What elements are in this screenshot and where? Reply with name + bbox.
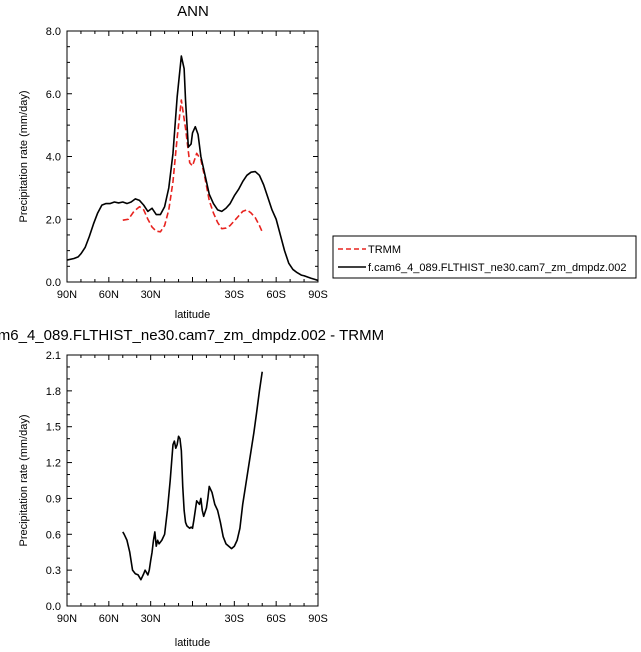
bottom-chart-panel: cam6_4_089.FLTHIST_ne30.cam7_zm_dmpdz.00… — [0, 327, 384, 649]
y-axis-label: Precipitation rate (mm/day) — [18, 90, 30, 222]
top-chart-panel: ANN 90N 60N 30N 30S 60S 90S 0.0 2.0 4.0 6.0 8.0 la… — [18, 3, 328, 321]
x-tick-label: 30S — [225, 289, 245, 301]
x-axis-label: latitude — [175, 637, 210, 649]
series-line — [66, 55, 319, 282]
axes-layer: 90N 60N 30N 30S 60S 90S 0.0 0.3 0.6 0.9 1.2 1.5 1.8 2… — [46, 350, 328, 625]
x-tick-label: 30N — [141, 613, 161, 625]
y-tick-label: 0.0 — [46, 277, 61, 289]
y-tick-label: 0.0 — [46, 601, 61, 613]
y-tick-label: 1.2 — [46, 458, 61, 470]
y-tick-label: 2.0 — [46, 214, 61, 226]
y-tick-label: 4.0 — [46, 152, 61, 164]
axes-layer: 90N 60N 30N 30S 60S 90S 0.0 2.0 4.0 6.0 8.0 — [46, 26, 328, 301]
x-tick-label: 90S — [308, 613, 328, 625]
y-tick-label: 8.0 — [46, 26, 61, 38]
x-axis-label: latitude — [175, 309, 210, 321]
legend-label: f.cam6_4_089.FLTHIST_ne30.cam7_zm_dmpdz.… — [368, 262, 626, 274]
x-tick-label: 30N — [141, 289, 161, 301]
x-tick-label: 90N — [57, 613, 77, 625]
x-tick-label: 60S — [266, 289, 286, 301]
plot-frame — [66, 30, 319, 283]
x-tick-label: 90N — [57, 289, 77, 301]
x-tick-label: 60S — [266, 613, 286, 625]
series-layer — [122, 371, 264, 581]
y-tick-label: 1.5 — [46, 422, 61, 434]
chart-title: cam6_4_089.FLTHIST_ne30.cam7_zm_dmpdz.00… — [0, 327, 384, 344]
x-tick-label: 60N — [99, 289, 119, 301]
x-tick-label: 60N — [99, 613, 119, 625]
y-tick-label: 6.0 — [46, 89, 61, 101]
y-tick-label: 0.6 — [46, 529, 61, 541]
plot-frame — [66, 354, 319, 607]
series-layer — [66, 55, 319, 282]
legend-entries: TRMM f.cam6_4_089.FLTHIST_ne30.cam7_zm_dm… — [338, 244, 626, 274]
y-axis-label: Precipitation rate (mm/day) — [18, 414, 30, 546]
y-tick-label: 1.8 — [46, 386, 61, 398]
series-line — [122, 99, 263, 233]
x-tick-label: 90S — [308, 289, 328, 301]
y-tick-label: 0.3 — [46, 565, 61, 577]
y-tick-label: 0.9 — [46, 493, 61, 505]
legend-box — [332, 235, 637, 279]
x-tick-label: 30S — [225, 613, 245, 625]
y-tick-label: 2.1 — [46, 350, 61, 362]
legend: TRMM f.cam6_4_089.FLTHIST_ne30.cam7_zm_dm… — [332, 235, 637, 279]
chart-title: ANN — [177, 3, 209, 20]
legend-label: TRMM — [368, 244, 401, 256]
series-line — [122, 371, 264, 581]
